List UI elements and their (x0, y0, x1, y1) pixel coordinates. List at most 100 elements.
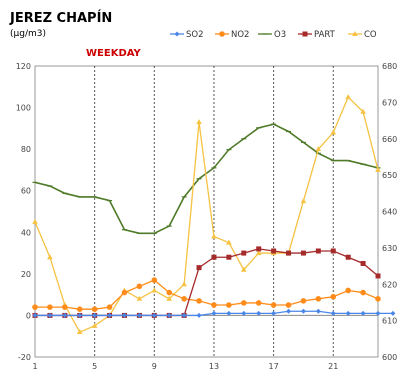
right-axis-ticks: 600 610 620 630 640 650 660 670 680 (382, 62, 397, 362)
data-point-so2 (77, 312, 83, 318)
legend-marker-co (352, 31, 358, 36)
data-point-so2 (360, 310, 366, 316)
data-point-co (211, 233, 217, 239)
data-point-no2 (211, 302, 217, 308)
data-point-so2 (196, 312, 202, 318)
data-point-co (226, 239, 232, 245)
legend-marker-part (302, 31, 308, 37)
data-point-co (345, 94, 351, 100)
data-point-no2 (121, 289, 128, 296)
data-point-co (330, 129, 337, 135)
x-tick-label: 17 (269, 362, 279, 371)
data-point-part (196, 265, 202, 271)
data-point-co (32, 218, 38, 224)
data-point-no2 (315, 296, 322, 302)
data-point-no2 (226, 302, 232, 308)
data-point-so2 (315, 308, 321, 314)
legend-marker-so2 (174, 31, 180, 37)
data-point-part (286, 250, 292, 256)
left-tick-label: 60 (21, 187, 31, 196)
data-point-no2 (32, 304, 38, 310)
data-point-so2 (271, 310, 277, 316)
data-point-no2 (345, 287, 351, 294)
chart-annotation: WEEKDAY (86, 48, 142, 59)
legend: SO2 NO2 O3 PART CO (170, 30, 377, 40)
legend-label-o3: O3 (274, 30, 286, 40)
data-point-no2 (47, 304, 53, 310)
right-tick-label: 680 (382, 62, 397, 71)
data-point-co (375, 166, 381, 172)
data-point-no2 (285, 302, 292, 308)
right-tick-label: 670 (382, 98, 397, 107)
data-point-no2 (270, 302, 277, 308)
left-tick-label: -20 (18, 353, 31, 362)
left-tick-label: 20 (21, 270, 31, 279)
data-point-part (360, 260, 366, 266)
data-point-co (47, 254, 53, 260)
legend-marker-no2 (219, 31, 225, 37)
plot-frame (34, 65, 379, 358)
data-point-no2 (151, 277, 158, 283)
data-point-co (136, 295, 143, 301)
x-tick-label: 5 (92, 362, 97, 371)
legend-item-part: PART (298, 30, 336, 40)
data-point-no2 (360, 289, 366, 296)
data-point-part (226, 254, 232, 260)
data-point-no2 (136, 283, 143, 290)
data-point-so2 (390, 310, 396, 316)
data-point-so2 (256, 310, 262, 316)
data-point-co (255, 250, 262, 256)
data-point-so2 (211, 310, 217, 316)
left-tick-label: 100 (16, 104, 31, 113)
data-point-no2 (240, 300, 247, 306)
data-point-no2 (166, 289, 173, 296)
data-point-so2 (286, 308, 292, 314)
x-tick-label: 13 (209, 362, 219, 371)
data-point-no2 (196, 298, 202, 304)
series-layer (32, 94, 396, 335)
data-point-so2 (345, 310, 351, 316)
data-point-part (211, 254, 217, 260)
series-co (32, 94, 381, 335)
right-tick-label: 660 (382, 135, 397, 144)
data-point-so2 (47, 312, 53, 318)
data-point-co (300, 198, 307, 204)
data-point-co (360, 108, 366, 114)
data-point-so2 (166, 312, 172, 318)
left-tick-label: 120 (16, 62, 31, 71)
data-point-so2 (226, 310, 232, 316)
data-point-part (330, 248, 336, 254)
data-point-no2 (62, 304, 68, 310)
legend-item-co: CO (348, 30, 377, 40)
data-point-part (345, 254, 351, 260)
data-point-no2 (91, 306, 98, 312)
data-point-part (241, 250, 247, 256)
data-point-co (240, 266, 247, 272)
data-point-no2 (181, 296, 187, 302)
data-point-part (315, 248, 321, 254)
data-point-no2 (300, 298, 307, 304)
data-point-so2 (181, 312, 187, 318)
left-tick-label: 80 (21, 145, 31, 154)
data-point-so2 (92, 312, 98, 318)
data-point-no2 (255, 300, 262, 306)
left-axis-ticks: -20 0 20 40 60 80 100 120 (16, 62, 31, 362)
data-point-no2 (375, 296, 381, 302)
data-point-part (271, 248, 277, 254)
data-point-co (181, 281, 187, 287)
right-tick-label: 630 (382, 244, 397, 253)
data-point-part (375, 273, 381, 279)
data-point-part (300, 250, 306, 256)
data-point-co (76, 329, 83, 335)
data-point-co (166, 295, 173, 301)
legend-item-so2: SO2 (170, 30, 204, 40)
legend-label-no2: NO2 (231, 30, 249, 40)
chart-subtitle: (µg/m3) (10, 29, 46, 39)
legend-label-so2: SO2 (186, 30, 204, 40)
left-tick-label: 0 (26, 311, 31, 320)
data-point-part (256, 246, 262, 252)
right-tick-label: 610 (382, 317, 397, 326)
x-axis-ticks: 1 5 9 13 17 21 (32, 362, 338, 371)
